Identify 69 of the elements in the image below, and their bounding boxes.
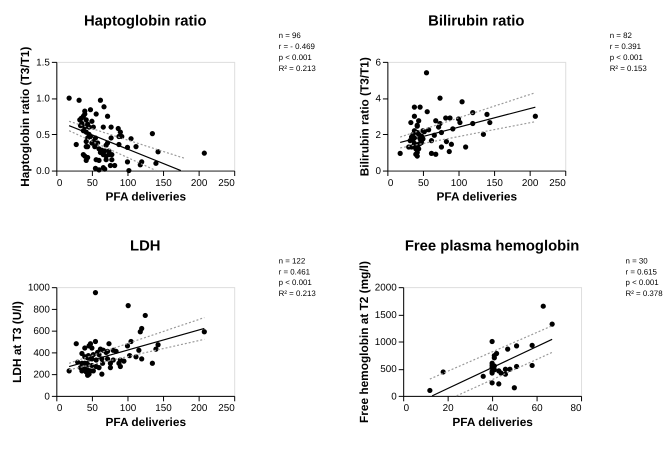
y-axis-title: Free hemoglobin at T2 (mg/l) [356,261,371,423]
text: R² = 0.213 [278,64,316,73]
y-axis-title: Bilirubin ratio (T3/T1) [358,57,372,176]
chart-title: Haptoglobin ratio [84,13,207,30]
x-axis-title: PFA deliveries [436,190,518,204]
y-tick-label: 0 [391,391,398,402]
x-tick-label: 60 [532,403,544,414]
y-tick-label: 0 [375,166,382,178]
y-tick-label: 0.0 [36,166,50,178]
x-tick-label: 150 [155,178,172,189]
text: R² = 0.213 [278,289,316,298]
x-axis-title: PFA deliveries [105,190,186,204]
y-tick-label: 1.5 [36,57,50,68]
y-tick-label: 500 [380,364,398,376]
y-tick-label: 1.0 [36,94,50,105]
text: p < 0.001 [626,278,659,288]
x-tick-label: 0 [404,403,410,414]
x-tick-label: 0 [56,403,63,414]
text: r = - 0.469 [278,42,316,52]
x-tick-label: 20 [442,403,454,414]
text: R² = 0.378 [626,289,664,298]
y-tick-label: 2000 [374,282,398,294]
text: p < 0.001 [278,278,312,288]
x-tick-label: 200 [190,403,208,414]
y-axis-title: LDH at T3 (U/l) [10,301,24,383]
chart-title: Bilirubin ratio [428,13,524,30]
text: r = 0.461 [278,267,310,276]
x-tick-label: 150 [486,178,504,189]
x-tick-label: 100 [120,178,137,189]
x-tick-label: 250 [549,178,566,189]
y-tick-label: 1000 [28,282,50,294]
text: n = 30 [626,256,648,266]
x-tick-label: 150 [155,403,172,414]
text: r = 0.391 [610,42,642,52]
x-axis-title: PFA deliveries [105,415,186,430]
x-tick-label: 80 [570,403,582,414]
x-tick-label: 50 [86,403,98,414]
y-tick-label: 800 [33,304,50,316]
y-tick-label: 400 [33,348,50,359]
text: p < 0.001 [610,52,643,62]
y-tick-label: 6 [375,57,382,68]
x-tick-label: 40 [487,403,499,414]
y-tick-label: 1500 [374,310,398,321]
x-tick-label: 100 [120,403,137,414]
y-tick-label: 2 [375,130,381,141]
y-tick-label: 0 [44,391,50,402]
text: r = 0.615 [626,267,658,276]
x-tick-label: 250 [218,178,236,189]
chart-title: Free plasma hemoglobin [404,238,580,255]
x-axis-title: PFA deliveries [452,415,534,430]
x-tick-label: 50 [418,178,430,189]
text: p < 0.001 [278,52,312,62]
y-tick-label: 0.5 [36,130,50,141]
y-tick-label: 1000 [374,336,398,348]
y-tick-label: 600 [33,326,50,338]
x-tick-label: 0 [56,178,63,189]
x-tick-label: 200 [522,178,539,189]
y-tick-label: 200 [33,370,50,381]
y-tick-label: 4 [375,94,382,105]
text: R² = 0.153 [610,64,648,73]
y-axis-title: Haptoglobin ratio (T3/T1) [18,46,32,187]
x-tick-label: 250 [218,403,236,414]
text: n = 122 [278,256,306,266]
text: n = 96 [278,31,302,40]
x-tick-label: 200 [190,178,208,189]
chart-title: LDH [130,238,160,255]
text: n = 82 [610,31,632,40]
x-tick-label: 100 [450,178,468,189]
x-tick-label: 50 [86,178,98,189]
